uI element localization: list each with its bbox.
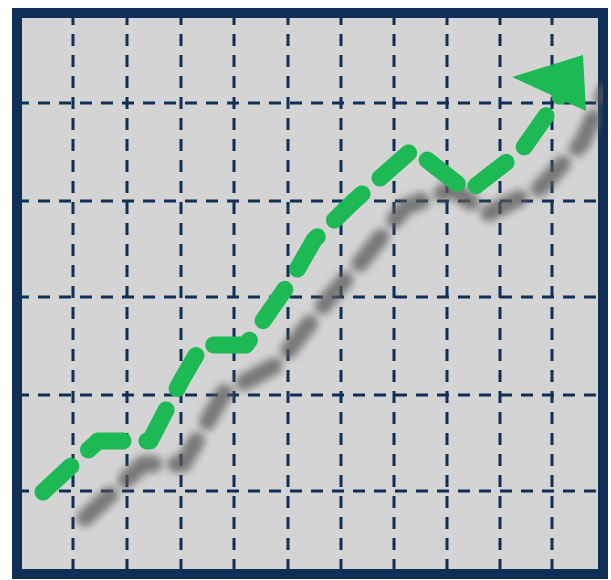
trend-line-shadow <box>76 83 603 527</box>
grid-panel <box>12 8 608 579</box>
trend-arrow-head-icon <box>512 55 586 111</box>
trend-line <box>34 87 569 501</box>
